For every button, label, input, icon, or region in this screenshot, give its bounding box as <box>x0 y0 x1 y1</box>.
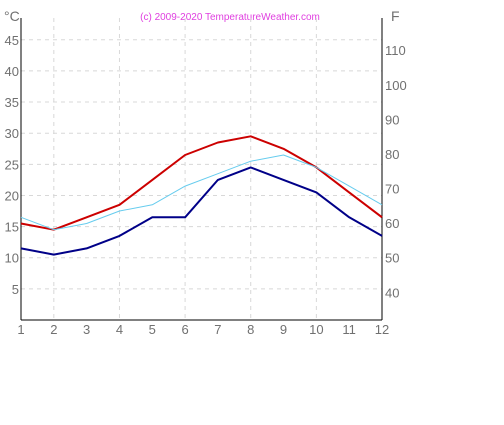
x-tick-label: 1 <box>17 322 24 337</box>
right-tick-label: 110 <box>385 43 406 58</box>
x-tick-label: 10 <box>309 322 323 337</box>
left-tick-label: 35 <box>5 95 19 110</box>
x-tick-label: 5 <box>149 322 156 337</box>
copyright-text: (c) 2009-2020 TemperatureWeather.com <box>140 12 320 23</box>
right-tick-label: 90 <box>385 112 399 127</box>
left-tick-label: 25 <box>5 157 19 172</box>
series-line-high <box>20 135 383 231</box>
x-tick-label: 7 <box>214 322 221 337</box>
x-tick-label: 2 <box>50 322 57 337</box>
celsius-unit-label: °C <box>4 8 20 24</box>
x-tick-label: 11 <box>342 322 356 337</box>
right-tick-label: 60 <box>385 216 399 231</box>
x-tick-label: 3 <box>83 322 90 337</box>
left-tick-label: 15 <box>5 220 19 235</box>
x-tick-label: 12 <box>375 322 389 337</box>
right-tick-label: 100 <box>385 78 407 93</box>
left-tick-label: 30 <box>5 126 19 141</box>
x-tick-label: 9 <box>280 322 287 337</box>
series-line-sea <box>20 154 383 231</box>
left-tick-label: 20 <box>5 188 19 203</box>
right-tick-label: 50 <box>385 251 399 266</box>
right-tick-label: 40 <box>385 285 399 300</box>
right-tick-label: 80 <box>385 147 399 162</box>
left-tick-label: 10 <box>5 251 19 266</box>
axes <box>20 18 383 321</box>
left-tick-label: 40 <box>5 64 19 79</box>
series <box>20 135 383 256</box>
x-tick-label: 8 <box>247 322 254 337</box>
left-tick-label: 5 <box>12 282 19 297</box>
x-tick-label: 6 <box>181 322 188 337</box>
fahrenheit-unit-label: F <box>391 8 400 24</box>
left-tick-label: 45 <box>5 33 19 48</box>
right-tick-label: 70 <box>385 182 399 197</box>
x-tick-label: 4 <box>116 322 123 337</box>
series-line-low <box>20 166 383 256</box>
grid <box>21 18 382 320</box>
